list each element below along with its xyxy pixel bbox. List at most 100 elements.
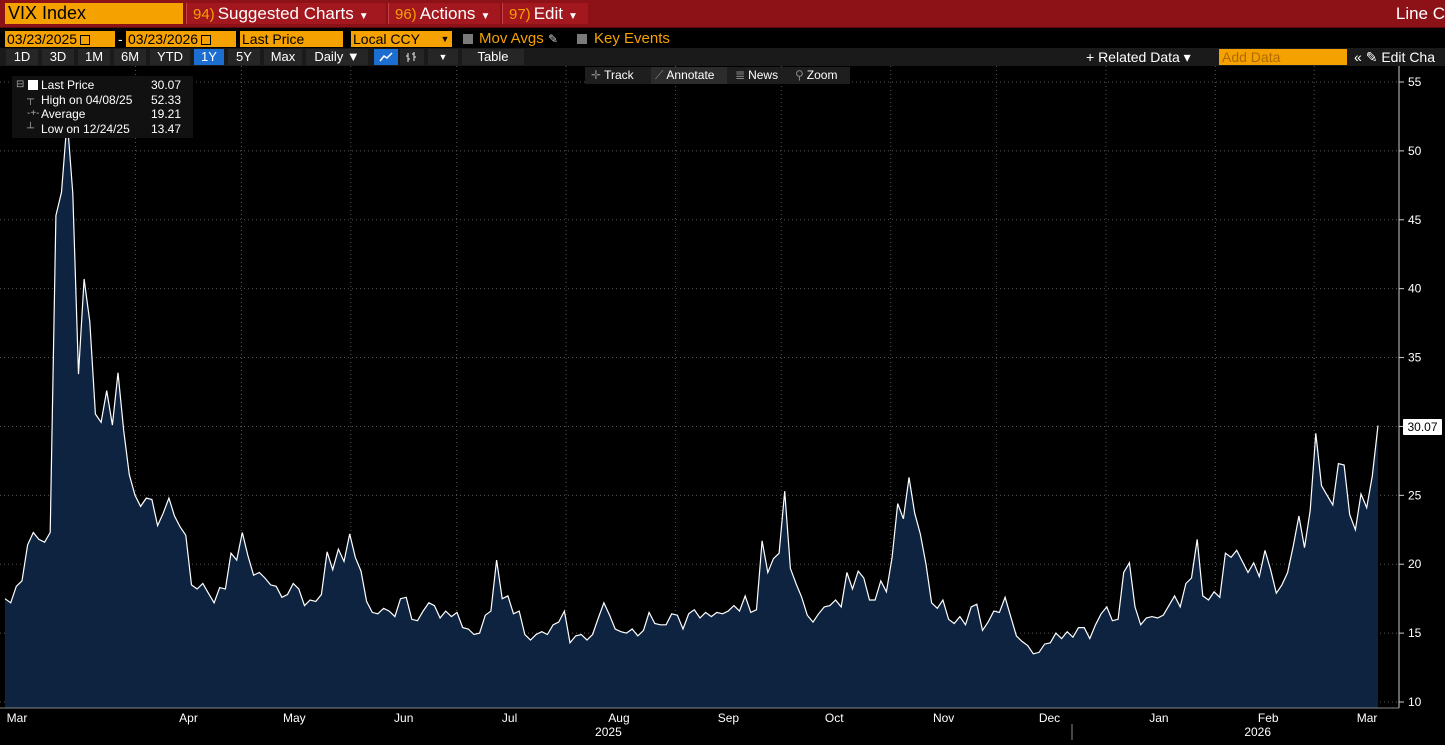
chevron-down-icon: ▼ xyxy=(480,11,491,22)
range-6m[interactable]: 6M xyxy=(114,49,146,65)
x-tick-label: Nov xyxy=(933,711,954,725)
year-label: 2025 xyxy=(595,725,622,739)
news-label: News xyxy=(748,68,779,82)
mov-avgs-checkbox[interactable] xyxy=(463,34,473,44)
range-max[interactable]: Max xyxy=(264,49,302,65)
x-tick-label: Jul xyxy=(502,711,517,725)
price-area-fill xyxy=(5,119,1378,708)
chart-area[interactable]: 10152025303540455055 MarAprMayJunJulAugS… xyxy=(0,66,1445,740)
chart-legend[interactable]: ⊟ Last Price 30.07 ┬ High on 04/08/25 52… xyxy=(12,76,193,138)
chevron-down-icon[interactable]: ▼ xyxy=(439,31,451,47)
menu-number: 96) xyxy=(395,6,417,23)
y-tick-label: 15 xyxy=(1408,626,1422,640)
legend-high: ┬ High on 04/08/25 52.33 xyxy=(12,93,193,107)
x-tick-label: Aug xyxy=(608,711,629,725)
table-button[interactable]: Table xyxy=(462,49,524,65)
mov-avgs-label[interactable]: Mov Avgs ✎ xyxy=(479,31,558,47)
annotate-tool[interactable]: ⟋ Annotate xyxy=(651,67,727,84)
ticker-input[interactable]: VIX Index xyxy=(5,3,183,24)
line-chart-icon[interactable] xyxy=(374,49,398,65)
legend-value: 19.21 xyxy=(151,107,182,121)
frequency-select[interactable]: Daily ▼ xyxy=(306,49,368,65)
pencil-icon: ✎ xyxy=(1365,49,1378,65)
chart-options-bar: 03/23/2025 - 03/23/2026 Last Price Local… xyxy=(0,30,1445,48)
bar-chart-icon[interactable] xyxy=(400,49,424,65)
key-events-checkbox[interactable] xyxy=(577,34,587,44)
chart-tools: ✛ Track ⟋ Annotate ≣ News ⚲ Zoom xyxy=(585,67,850,84)
zoom-label: Zoom xyxy=(806,68,838,82)
annotate-label: Annotate xyxy=(666,68,715,82)
add-data-input[interactable]: Add Data xyxy=(1219,49,1347,65)
chart-type-label[interactable]: Line C xyxy=(1395,4,1445,23)
y-tick-label: 40 xyxy=(1408,282,1422,296)
year-label: 2026 xyxy=(1244,725,1271,739)
legend-average: -+- Average 19.21 xyxy=(12,107,193,121)
collapse-icon[interactable]: « xyxy=(1354,49,1362,65)
y-tick-label: 20 xyxy=(1408,557,1422,571)
end-date-input[interactable]: 03/23/2026 xyxy=(126,31,236,47)
menu-number: 94) xyxy=(193,6,215,23)
legend-low: ┴ Low on 12/24/25 13.47 xyxy=(12,122,193,136)
x-tick-label: May xyxy=(283,711,306,725)
high-marker-icon: ┬ xyxy=(27,93,35,105)
y-tick-label: 25 xyxy=(1408,488,1422,502)
legend-value: 30.07 xyxy=(151,78,182,92)
x-tick-label: Jun xyxy=(394,711,413,725)
actions-menu[interactable]: 96) Actions ▼ xyxy=(388,3,500,24)
y-tick-label: 55 xyxy=(1408,75,1422,89)
legend-value: 52.33 xyxy=(151,92,182,107)
edit-chart-button[interactable]: « ✎ Edit Cha xyxy=(1354,49,1435,65)
date-separator: - xyxy=(118,31,123,47)
menu-label: Actions xyxy=(419,4,476,23)
news-tool[interactable]: ≣ News xyxy=(735,67,791,84)
chevron-down-icon: ▼ xyxy=(567,11,578,22)
x-tick-label: Sep xyxy=(718,711,740,725)
crosshair-icon: ✛ xyxy=(591,68,602,82)
zoom-tool[interactable]: ⚲ Zoom xyxy=(795,67,847,84)
field-select[interactable]: Last Price xyxy=(240,31,343,47)
menu-label: Edit xyxy=(533,4,563,23)
legend-last-price[interactable]: ⊟ Last Price 30.07 xyxy=(12,78,193,92)
range-1d[interactable]: 1D xyxy=(6,49,38,65)
start-date-value: 03/23/2025 xyxy=(7,31,78,47)
calendar-icon[interactable] xyxy=(201,35,212,46)
y-tick-label: 35 xyxy=(1408,351,1422,365)
pencil-icon[interactable]: ✎ xyxy=(547,32,558,46)
track-tool[interactable]: ✛ Track xyxy=(591,67,649,84)
edit-menu[interactable]: 97) Edit ▼ xyxy=(502,3,588,24)
x-axis: Mar Apr May Jun Jul Aug Sep Oct Nov Dec Jan Feb Mar 2… xyxy=(0,707,1399,740)
chevron-down-icon[interactable]: ▼ xyxy=(428,49,458,65)
legend-label: Low on 12/24/25 xyxy=(41,121,130,136)
last-price-tag: 30.07 xyxy=(1403,419,1442,435)
track-label: Track xyxy=(604,68,634,82)
end-date-value: 03/23/2026 xyxy=(128,31,199,47)
x-tick-label: Oct xyxy=(825,711,844,725)
start-date-input[interactable]: 03/23/2025 xyxy=(5,31,115,47)
range-3d[interactable]: 3D xyxy=(42,49,74,65)
range-1m[interactable]: 1M xyxy=(78,49,110,65)
vix-area-chart[interactable]: 10152025303540455055 MarAprMayJunJulAugS… xyxy=(0,66,1445,740)
menu-number: 97) xyxy=(509,6,531,23)
collapse-box-icon[interactable]: ⊟ xyxy=(16,79,25,90)
chevron-down-icon: ▼ xyxy=(358,11,369,22)
y-tick-label: 10 xyxy=(1408,695,1422,709)
related-data-button[interactable]: + Related Data ▾ xyxy=(1086,49,1191,65)
range-1y[interactable]: 1Y xyxy=(194,49,224,65)
range-bar: 1D 3D 1M 6M YTD 1Y 5Y Max Daily ▼ ▼ Tabl… xyxy=(0,48,1445,66)
y-tick-label: 45 xyxy=(1408,213,1422,227)
x-tick-label: Apr xyxy=(179,711,198,725)
suggested-charts-menu[interactable]: 94) Suggested Charts ▼ xyxy=(186,3,386,24)
y-tick-label: 50 xyxy=(1408,144,1422,158)
menu-label: Suggested Charts xyxy=(217,4,354,23)
currency-select[interactable]: Local CCY ▼ xyxy=(351,31,452,47)
range-5y[interactable]: 5Y xyxy=(228,49,260,65)
x-tick-label: Feb xyxy=(1258,711,1279,725)
key-events-label[interactable]: Key Events xyxy=(594,30,670,47)
y-axis: 10152025303540455055 xyxy=(1398,66,1422,709)
legend-label: Average xyxy=(41,107,86,121)
magnifier-icon: ⚲ xyxy=(795,68,804,82)
calendar-icon[interactable] xyxy=(80,35,91,46)
range-ytd[interactable]: YTD xyxy=(150,49,190,65)
legend-value: 13.47 xyxy=(151,121,182,136)
title-bar: VIX Index 94) Suggested Charts ▼ 96) Action… xyxy=(0,0,1445,28)
